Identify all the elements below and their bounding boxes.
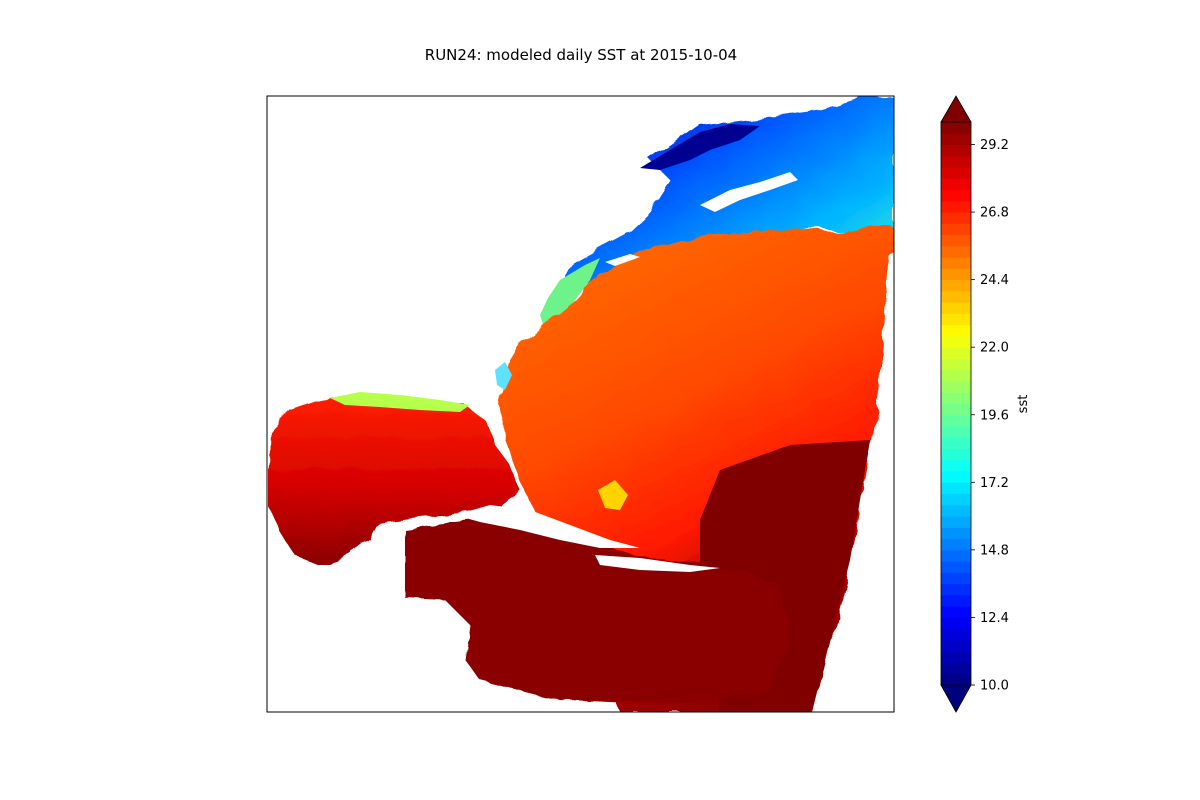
colorbar-band [941,594,971,607]
colorbar-extend-max [940,95,972,123]
colorbar-band [941,448,971,461]
colorbar-band [941,426,971,438]
colorbar-band [941,504,971,517]
colorbar-tick-label: 24.4 [980,273,1009,288]
colorbar-band [941,628,971,641]
gulf-coast-shelf [330,392,470,412]
colorbar-band [941,617,971,630]
colorbar-label: sst [1016,395,1031,414]
colorbar-band [941,380,971,393]
long-island-land [605,254,640,266]
colorbar-band [941,189,971,202]
colorbar-band [941,583,971,596]
colorbar-band [941,178,971,191]
map-frame [266,95,895,713]
colorbar-band [941,572,971,585]
colorbar-tick-label: 19.6 [980,408,1009,423]
colorbar: 10.0 12.4 14.8 17.2 19.6 22.0 24.4 26.8 29.2 sst [940,95,1031,713]
cuba-land [455,505,640,548]
colorbar-tick-label: 14.8 [980,543,1009,558]
colorbar-tick-label: 22.0 [980,341,1009,356]
colorbar-ticks: 10.0 12.4 14.8 17.2 19.6 22.0 24.4 26.8 29.2 [971,138,1009,694]
colorbar-band [941,268,971,281]
colorbar-band [941,302,971,314]
colorbar-band [941,369,971,382]
colorbar-band [941,471,971,483]
east-coast-shelf [495,362,512,390]
colorbar-bands [941,122,971,686]
colorbar-band [941,549,971,562]
colorbar-tick-label: 12.4 [980,611,1009,626]
gulf-of-mexico-water [268,395,520,565]
colorbar-band [941,223,971,236]
colorbar-band [941,122,971,134]
colorbar-band [941,606,971,618]
colorbar-band [941,651,971,663]
colorbar-band [941,527,971,540]
plot-title: RUN24: modeled daily SST at 2015-10-04 [424,46,738,64]
colorbar-band [941,234,971,247]
colorbar-outline [940,121,972,686]
colorbar-tick-label: 10.0 [980,679,1009,694]
colorbar-band [941,200,971,213]
colorbar-band [941,561,971,573]
colorbar-band [941,482,971,495]
colorbar-band [941,662,971,675]
colorbar-band [941,347,971,359]
colorbar-band [941,516,971,528]
mid-atlantic-shelf-water [540,258,600,330]
map-area [268,96,894,712]
nova-scotia-land [700,172,798,212]
colorbar-band [941,403,971,416]
caribbean-sea-water [405,512,790,703]
colorbar-band [941,212,971,224]
colorbar-band [941,673,971,686]
colorbar-band [941,155,971,168]
colorbar-band [941,313,971,326]
colorbar-tick-label: 26.8 [980,206,1009,221]
colorbar-band [941,144,971,157]
colorbar-band [941,493,971,506]
colorbar-band [941,335,971,348]
colorbar-band [941,279,971,292]
colorbar-band [941,133,971,146]
colorbar-tick-label: 17.2 [980,476,1009,491]
colorbar-band [941,167,971,179]
colorbar-extend-min [940,684,972,713]
colorbar-tick-label: 29.2 [980,138,1009,153]
colorbar-band [941,290,971,303]
colorbar-band [941,257,971,269]
colorbar-band [941,358,971,371]
colorbar-band [941,414,971,427]
florida-shelf-water [598,480,628,510]
hispaniola-land [595,555,720,572]
colorbar-band [941,245,971,258]
colorbar-band [941,459,971,472]
bay-of-fundy-water [640,124,760,170]
colorbar-band [941,392,971,404]
colorbar-band [941,437,971,450]
colorbar-band [941,538,971,551]
colorbar-band [941,639,971,652]
colorbar-band [941,324,971,337]
